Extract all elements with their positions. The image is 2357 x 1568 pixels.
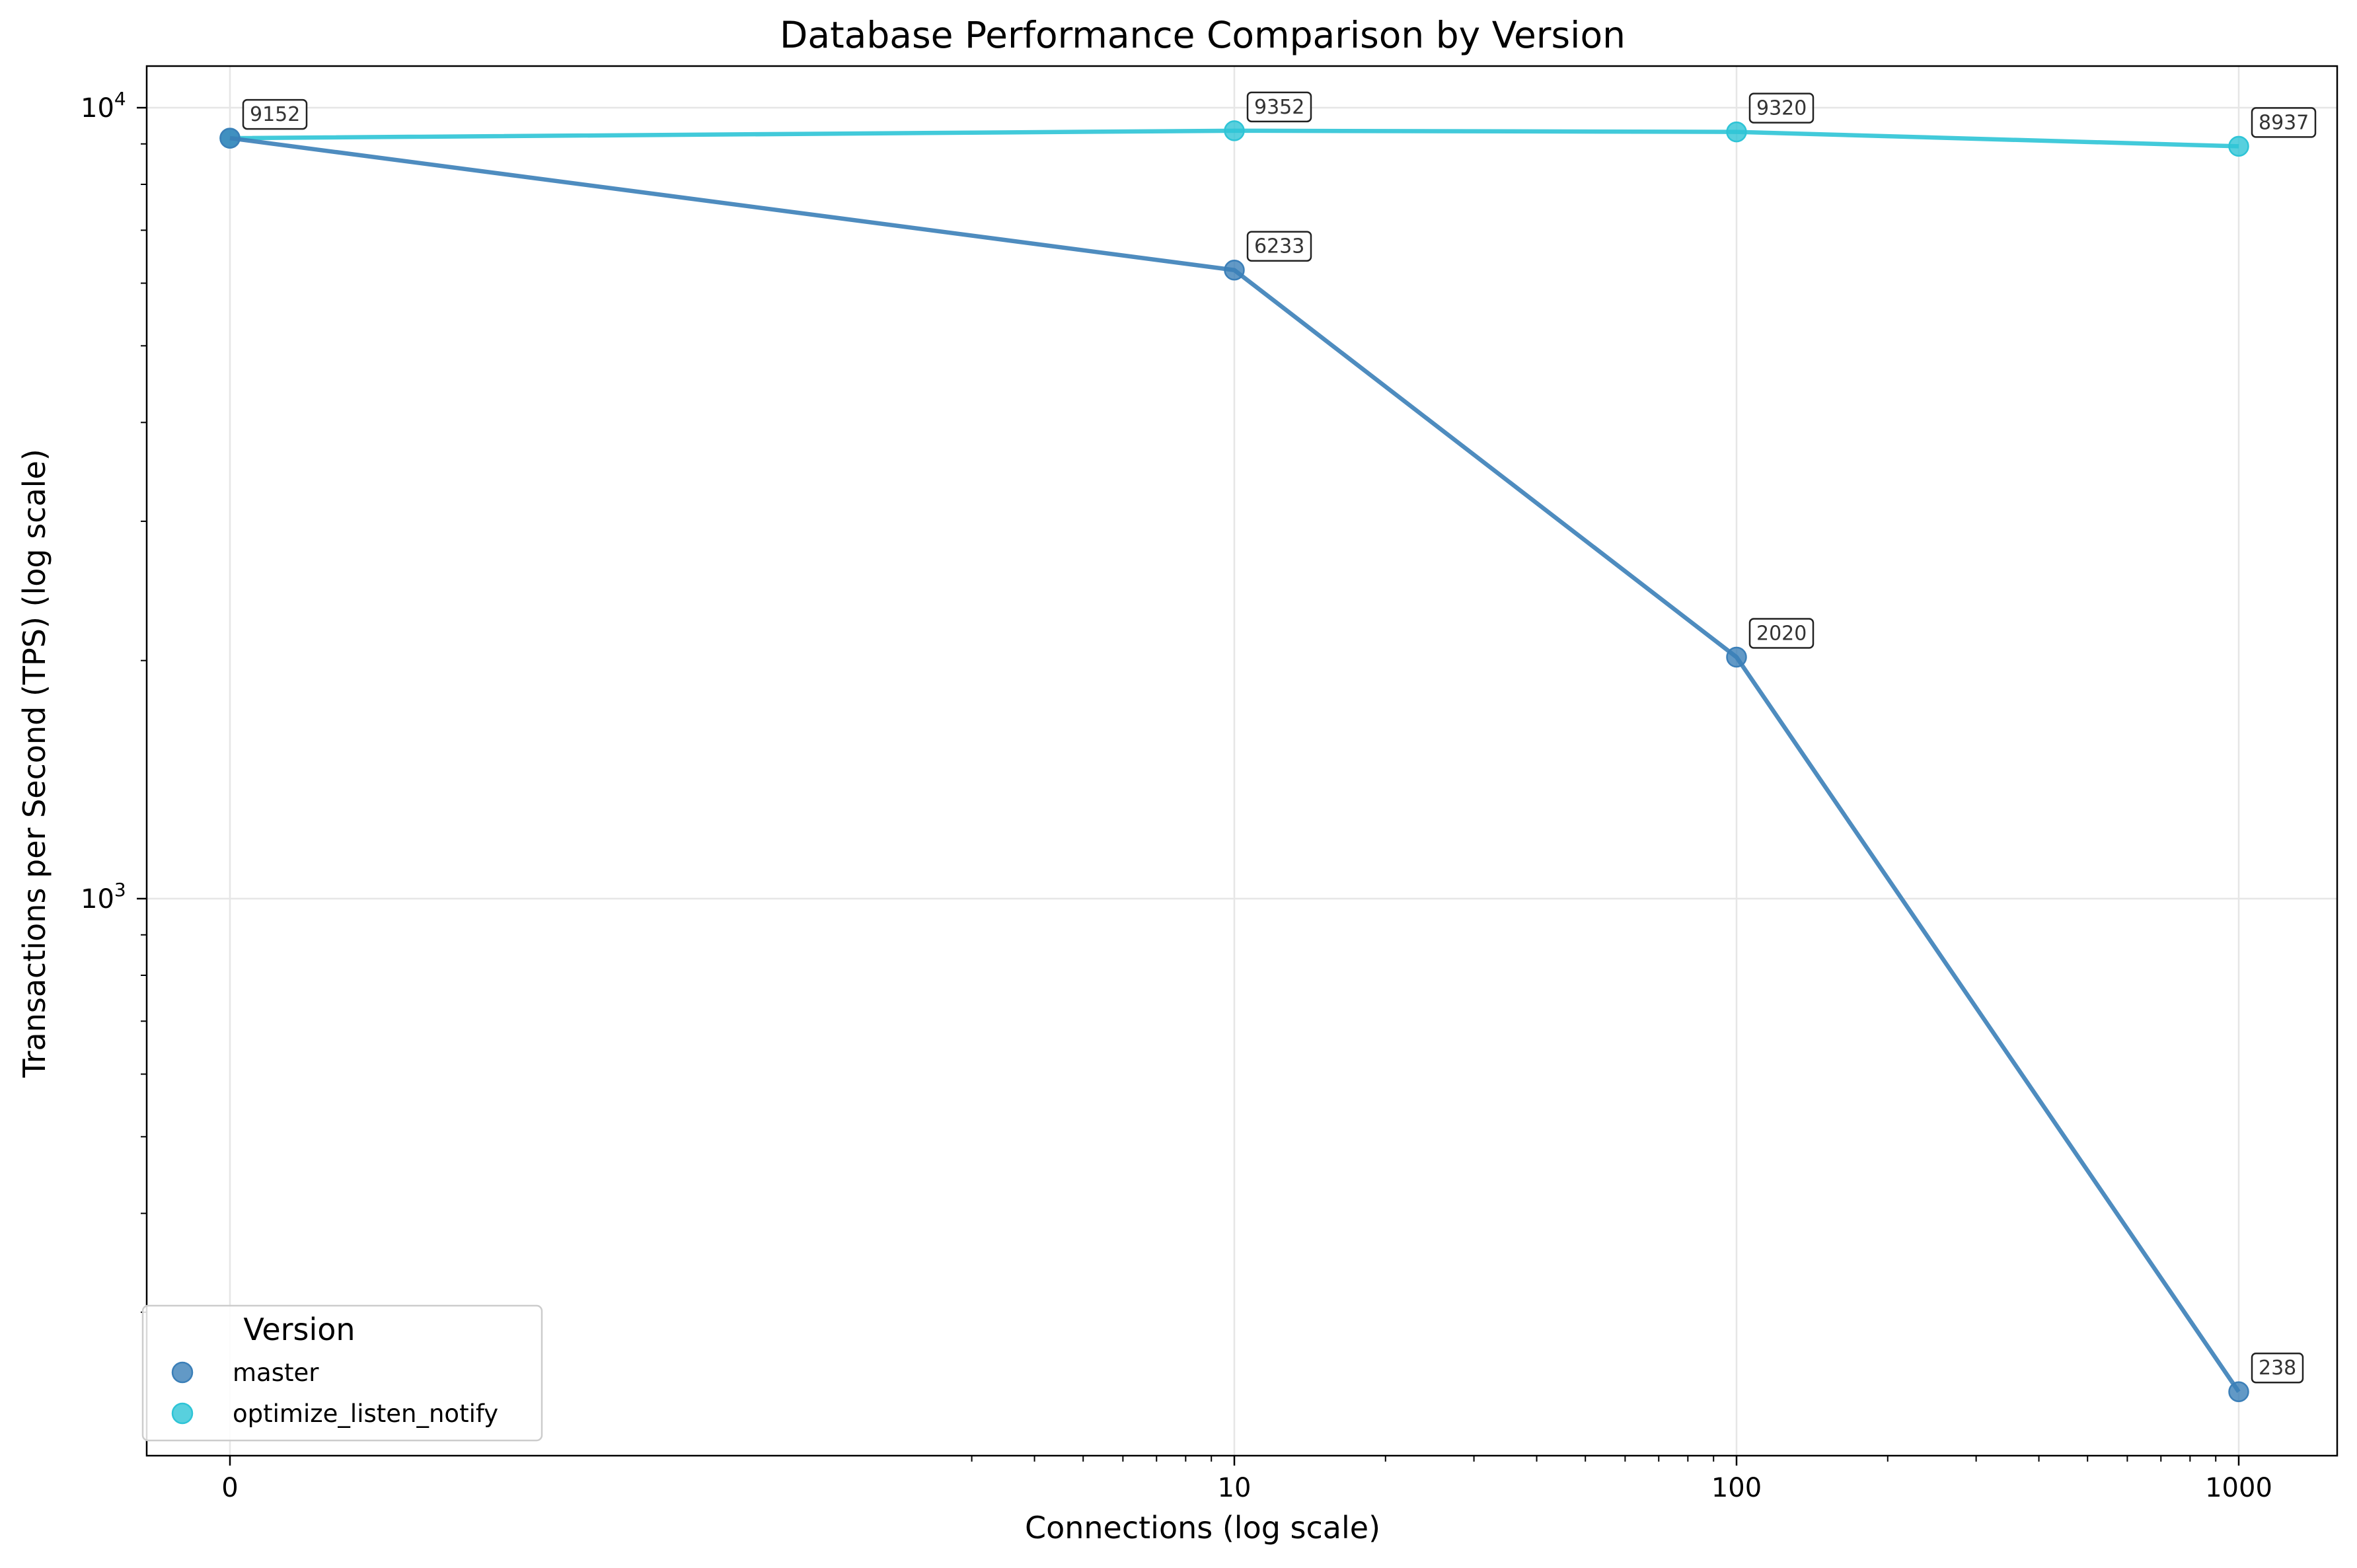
x-tick-label: 100 xyxy=(1711,1473,1762,1503)
legend-marker-master xyxy=(171,1361,194,1384)
grid-layer xyxy=(147,66,2337,1456)
series-line-optimize_listen_notify xyxy=(229,128,2239,149)
legend-label: master xyxy=(233,1359,319,1387)
data-point-master xyxy=(2228,1381,2249,1402)
annotation-layer: 9152 9352 9320 8937 6233 2020 238 xyxy=(242,91,2317,1384)
annotation-label: 9152 xyxy=(250,103,300,126)
annotation-box xyxy=(1246,231,1312,262)
x-tick-label: 1000 xyxy=(2205,1473,2272,1503)
data-point-optimize_listen_notify xyxy=(1224,120,1245,141)
value-annotation: 9320 xyxy=(1748,93,1815,124)
annotation-box xyxy=(242,98,308,130)
annotation-label: 2020 xyxy=(1756,622,1807,645)
plot-frame xyxy=(145,65,2338,1457)
annotation-box xyxy=(2251,107,2317,138)
x-axis-label: Connections (log scale) xyxy=(1025,1510,1380,1546)
annotation-box xyxy=(1748,618,1815,649)
value-annotation: 9352 xyxy=(1246,91,1312,123)
legend-box xyxy=(141,1304,543,1442)
annotation-label: 9320 xyxy=(1756,97,1807,120)
axes-layer: 0 10 100 1000 103 104 xyxy=(81,65,2338,1503)
data-point-optimize_listen_notify xyxy=(2228,135,2249,157)
legend-label: optimize_listen_notify xyxy=(233,1400,498,1428)
data-point-master xyxy=(1224,259,1245,281)
annotation-box xyxy=(1748,93,1815,124)
legend-marker-optimize_listen_notify xyxy=(171,1402,194,1425)
series-layer xyxy=(219,120,2249,1402)
legend: Version master optimize_listen_notify xyxy=(141,1304,543,1442)
data-point-master xyxy=(219,128,241,149)
annotation-label: 238 xyxy=(2259,1357,2296,1380)
chart-title: Database Performance Comparison by Versi… xyxy=(780,14,1626,56)
value-annotation: 2020 xyxy=(1748,618,1815,649)
data-point-master xyxy=(1726,646,1747,668)
annotation-box xyxy=(2251,1352,2304,1384)
y-axis-label: Transactions per Second (TPS) (log scale… xyxy=(17,449,52,1078)
legend-title: Version xyxy=(243,1312,355,1347)
value-annotation: 238 xyxy=(2251,1352,2304,1384)
value-annotation: 8937 xyxy=(2251,107,2317,138)
series-line-master xyxy=(229,135,2241,1394)
y-tick-label: 104 xyxy=(81,88,126,124)
y-tick-label: 103 xyxy=(81,879,126,915)
value-annotation: 9152 xyxy=(242,98,308,130)
annotation-label: 9352 xyxy=(1254,96,1304,119)
annotation-label: 6233 xyxy=(1254,235,1304,258)
annotation-box xyxy=(1246,91,1312,123)
x-tick-label: 0 xyxy=(221,1473,238,1503)
value-annotation: 6233 xyxy=(1246,231,1312,262)
x-tick-label: 10 xyxy=(1218,1473,1252,1503)
data-point-optimize_listen_notify xyxy=(1726,121,1747,143)
annotation-label: 8937 xyxy=(2259,111,2309,134)
